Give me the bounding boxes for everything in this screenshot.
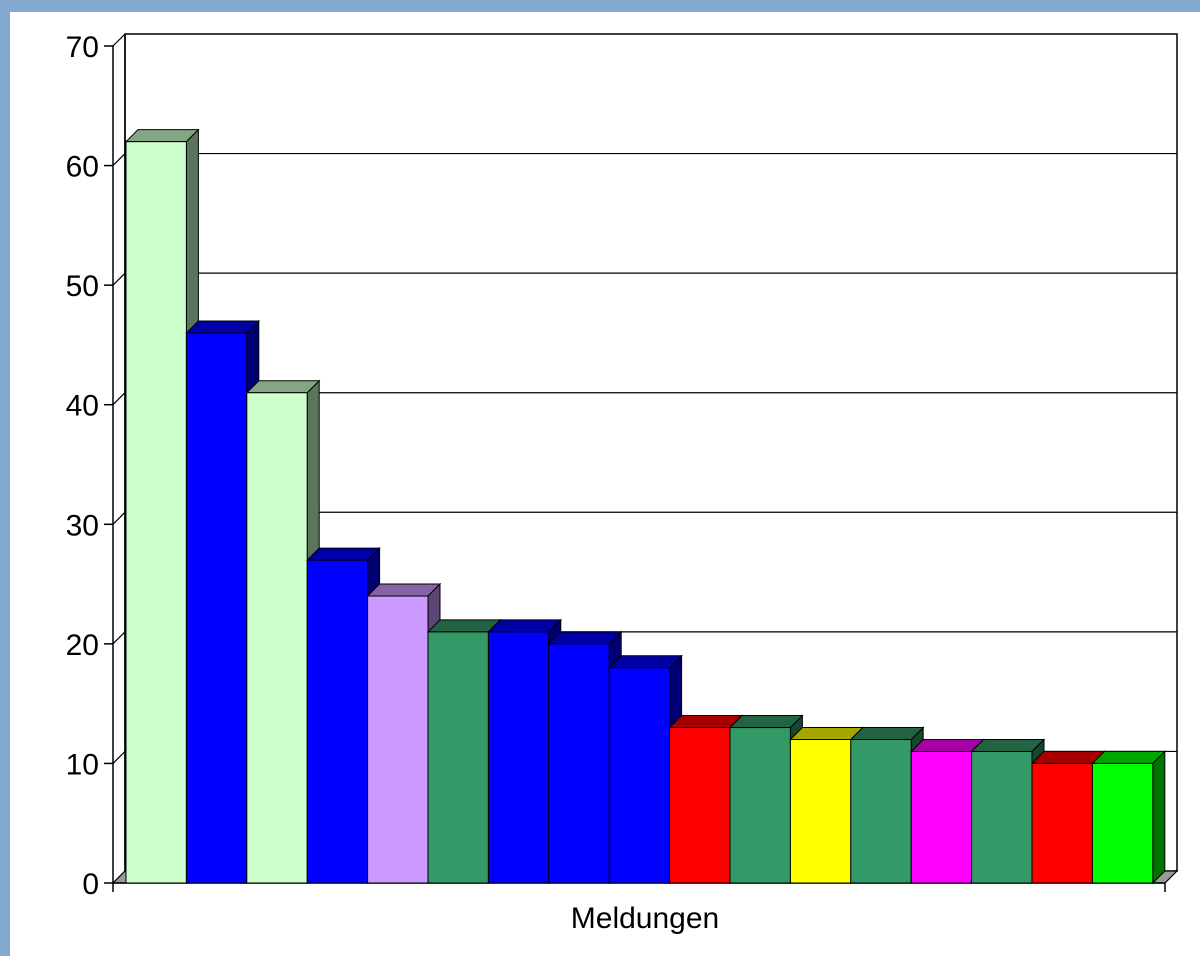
y-tick-label: 0 <box>82 868 99 901</box>
gridline-depth <box>112 392 126 406</box>
bar-front <box>367 595 429 884</box>
bar-top <box>728 715 804 729</box>
bar-top <box>1091 750 1167 764</box>
gridline-depth <box>112 272 126 286</box>
bar-top <box>185 320 261 334</box>
y-tick-label: 10 <box>66 748 99 781</box>
bar-front <box>608 667 671 884</box>
bar-top <box>366 583 442 597</box>
bar-front <box>427 631 489 884</box>
bar-front <box>669 727 731 884</box>
gridline-depth <box>112 511 126 525</box>
bar-front <box>850 739 912 884</box>
bar-front <box>1031 762 1093 884</box>
gridline-depth <box>112 33 126 47</box>
y-tick-label: 40 <box>66 390 99 423</box>
bar-front <box>125 141 187 884</box>
bar-side <box>1152 750 1166 885</box>
bar-front <box>729 727 791 884</box>
bar-top <box>547 631 623 645</box>
bar-top <box>970 738 1046 752</box>
gridline-depth <box>112 153 126 166</box>
bar-front <box>789 739 852 884</box>
bar-front <box>246 392 308 884</box>
x-axis-title: Meldungen <box>571 902 719 935</box>
y-tick-labels: 0 10 20 30 40 50 60 70 <box>66 31 99 901</box>
y-tick-label: 60 <box>66 151 99 184</box>
y-tick-label: 20 <box>66 629 99 662</box>
bar-top <box>124 129 200 143</box>
y-tick-label: 30 <box>66 509 99 542</box>
bar-front <box>1091 762 1154 884</box>
bar <box>1091 750 1167 885</box>
bar-chart: 0 10 20 30 40 50 60 70 Meldungen <box>66 31 1179 935</box>
bar-front <box>306 559 369 884</box>
bars <box>124 128 1167 885</box>
y-tick-label: 70 <box>66 31 99 64</box>
bar-top <box>487 619 563 633</box>
bar <box>970 738 1046 885</box>
bar-top <box>245 380 321 394</box>
bar-front <box>548 643 610 884</box>
bar-top <box>849 727 925 741</box>
bar-top <box>305 547 381 561</box>
bar-front <box>487 631 550 884</box>
bar-front <box>910 750 973 884</box>
gridline-depth <box>112 631 126 645</box>
bar-front <box>971 750 1033 884</box>
bar-front <box>185 332 248 884</box>
bar <box>426 618 502 885</box>
y-tick-label: 50 <box>66 270 99 303</box>
bar-top <box>607 655 683 669</box>
gridline-depth <box>112 751 126 764</box>
